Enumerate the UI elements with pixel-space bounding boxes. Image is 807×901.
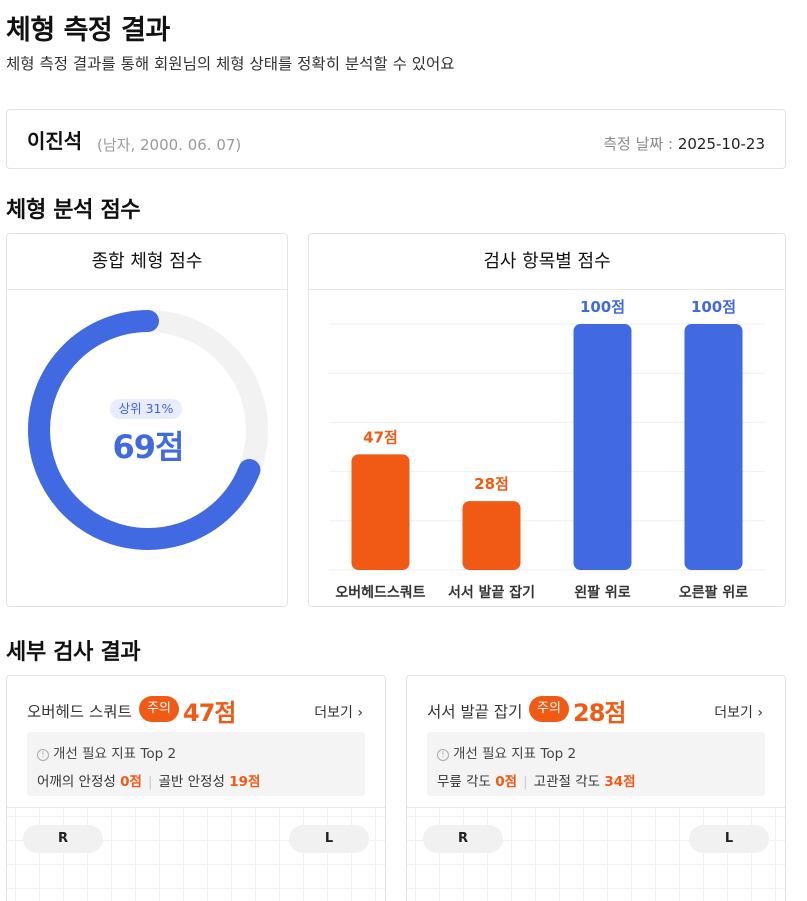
measure-date-value: 2025-10-23 [677, 135, 765, 153]
detail-card-overhead-squat[interactable]: 오버헤드 스쿼트 주의 47점 더보기 › ! 개선 필요 지표 Top 2 어깨… [6, 675, 386, 901]
bar-category-label: 오버헤드스쿼트 [335, 584, 425, 601]
more-label: 더보기 [314, 705, 353, 721]
profile-meta: (남자, 2000. 06. 07) [97, 136, 242, 154]
detail-card-toe-touch[interactable]: 서서 발끝 잡기 주의 28점 더보기 › ! 개선 필요 지표 Top 2 무릎… [406, 675, 786, 901]
right-side-pill: R [23, 825, 103, 853]
bar-1[interactable] [462, 501, 521, 570]
measure-date: 측정 날짜 : 2025-10-23 [603, 133, 765, 154]
bar-value-label: 47점 [363, 428, 398, 446]
chevron-right-icon: › [357, 705, 363, 721]
page-title: 체형 측정 결과 [6, 15, 170, 46]
more-label: 더보기 [714, 705, 753, 721]
improve-title-text: 개선 필요 지표 Top 2 [453, 746, 577, 762]
more-link[interactable]: 더보기 › [714, 702, 763, 722]
right-side-pill: R [423, 825, 503, 853]
bar-category-label: 오른팔 위로 [679, 584, 748, 601]
bar-2[interactable] [573, 324, 632, 570]
metric-divider: | [147, 774, 153, 790]
metric-label: 무릎 각도 [437, 774, 491, 790]
bar-category-label: 서서 발끝 잡기 [448, 584, 535, 601]
improve-title-text: 개선 필요 지표 Top 2 [53, 746, 177, 762]
improve-metrics: 어깨의 안정성 0점 | 골반 안정성 19점 [37, 770, 260, 790]
metric-value: 34점 [604, 774, 636, 790]
left-side-pill: L [689, 825, 769, 853]
detail-name: 서서 발끝 잡기 [427, 703, 523, 721]
total-score-panel: 종합 체형 점수 상위 31% 69점 [6, 233, 288, 607]
bar-value-label: 100점 [580, 298, 625, 316]
metric-label: 어깨의 안정성 [37, 774, 116, 790]
page-subtitle: 체형 측정 결과를 통해 회원님의 체형 상태를 정확히 분석할 수 있어요 [6, 55, 455, 73]
metric-value: 19점 [229, 774, 261, 790]
info-circle-icon: ! [437, 749, 449, 761]
improve-title: ! 개선 필요 지표 Top 2 [37, 742, 176, 762]
warning-badge: 주의 [139, 696, 179, 722]
item-score-title: 검사 항목별 점수 [309, 234, 785, 290]
detail-score: 47점 [183, 699, 236, 727]
detail-name: 오버헤드 스쿼트 [27, 703, 132, 721]
more-link[interactable]: 더보기 › [314, 702, 363, 722]
profile-name: 이진석 [27, 129, 83, 153]
metric-divider: | [523, 774, 528, 790]
metric-label: 골반 안정성 [158, 774, 225, 790]
total-score-value: 69점 [112, 428, 185, 466]
bar-3[interactable] [684, 324, 743, 570]
pose-grid: R L [7, 807, 385, 901]
improve-title: ! 개선 필요 지표 Top 2 [437, 742, 576, 762]
pose-grid: R L [407, 807, 785, 901]
warning-badge: 주의 [529, 696, 569, 722]
detail-score: 28점 [573, 699, 626, 727]
metric-value: 0점 [495, 774, 518, 790]
profile-card: 이진석 (남자, 2000. 06. 07) 측정 날짜 : 2025-10-2… [6, 109, 786, 169]
analysis-section-title: 체형 분석 점수 [6, 198, 141, 223]
improve-metrics: 무릎 각도 0점 | 고관절 각도 34점 [437, 770, 636, 790]
total-score-donut: 상위 31% 69점 [26, 308, 270, 552]
chevron-right-icon: › [757, 705, 763, 721]
metric-label: 고관절 각도 [533, 774, 601, 790]
metric-value: 0점 [120, 774, 142, 790]
donut-progress [28, 310, 268, 550]
detail-section-title: 세부 검사 결과 [6, 640, 141, 665]
info-circle-icon: ! [37, 749, 49, 761]
rank-badge: 상위 31% [110, 399, 182, 419]
total-score-title: 종합 체형 점수 [7, 234, 287, 290]
improve-box: ! 개선 필요 지표 Top 2 무릎 각도 0점 | 고관절 각도 34점 [427, 732, 765, 796]
left-side-pill: L [289, 825, 369, 853]
bar-value-label: 100점 [691, 298, 736, 316]
improve-box: ! 개선 필요 지표 Top 2 어깨의 안정성 0점 | 골반 안정성 19점 [27, 732, 365, 796]
bar-value-label: 28점 [474, 475, 509, 493]
bar-category-label: 왼팔 위로 [574, 584, 631, 601]
measure-date-label: 측정 날짜 : [603, 135, 674, 153]
bar-0[interactable] [351, 454, 410, 570]
